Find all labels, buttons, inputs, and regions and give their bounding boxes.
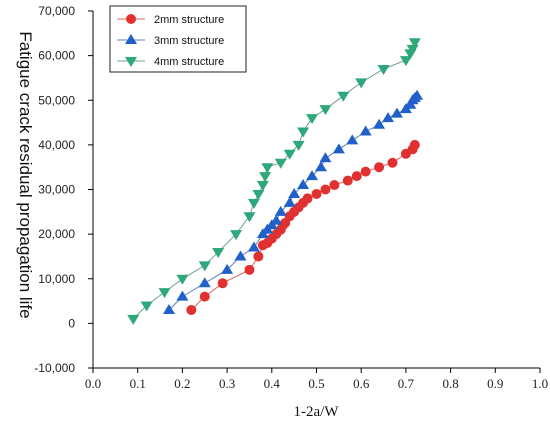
data-point	[127, 314, 140, 325]
data-point	[320, 184, 331, 195]
y-tick-label: 20,000	[38, 227, 75, 241]
series-layer	[127, 38, 424, 325]
data-point	[319, 152, 332, 163]
legend-marker	[125, 57, 137, 67]
y-tick-label: 30,000	[38, 183, 75, 197]
data-point	[212, 247, 225, 258]
data-point	[411, 89, 424, 100]
data-point	[342, 175, 353, 186]
data-point	[359, 125, 372, 136]
data-point	[292, 140, 305, 151]
x-tick-label: 0.6	[353, 376, 370, 391]
data-point	[283, 149, 296, 160]
data-point	[374, 162, 385, 173]
data-point	[252, 189, 265, 200]
legend-marker	[125, 34, 137, 44]
data-point	[399, 56, 412, 67]
data-point	[406, 44, 419, 55]
data-point	[176, 290, 189, 301]
data-point	[162, 303, 175, 314]
data-point	[329, 180, 340, 191]
data-point	[217, 278, 228, 289]
series-0	[186, 139, 420, 315]
series-1	[162, 89, 424, 314]
data-point	[198, 261, 211, 272]
data-point	[274, 158, 287, 169]
data-point	[337, 91, 350, 102]
data-point	[270, 214, 283, 225]
y-axis-title: Fatigue crack residual propagation life	[16, 31, 35, 318]
y-tick-label: 40,000	[38, 138, 75, 152]
legend: 2mm structure 3mm structure 4mm structure	[109, 5, 247, 73]
data-point	[158, 288, 171, 299]
data-point	[360, 166, 371, 177]
data-point	[274, 205, 287, 216]
data-point	[306, 170, 319, 181]
data-point	[261, 163, 274, 174]
data-point	[311, 188, 322, 199]
x-tick-label: 0.5	[308, 376, 324, 391]
data-point	[346, 134, 359, 145]
data-point	[302, 193, 313, 204]
x-tick-label: 0.9	[487, 376, 503, 391]
data-point	[140, 301, 153, 312]
data-point	[306, 114, 319, 125]
data-point	[319, 105, 332, 116]
x-tick-label: 0.2	[174, 376, 190, 391]
data-point	[221, 263, 234, 274]
x-tick-label: 0.0	[85, 376, 101, 391]
data-point	[390, 107, 403, 118]
data-point	[243, 212, 256, 223]
series-2	[127, 38, 421, 325]
x-tick-label: 1.0	[532, 376, 548, 391]
data-point	[297, 179, 310, 190]
data-point	[408, 38, 421, 49]
y-tick-label: 10,000	[38, 272, 75, 286]
x-axis-title: 1-2a/W	[294, 404, 340, 420]
data-point	[332, 143, 345, 154]
data-point	[253, 251, 264, 262]
data-point	[230, 230, 243, 241]
data-point	[244, 264, 255, 275]
x-ticks: 0.0 0.1 0.2 0.3 0.4 0.5 0.6 0.7 0.8 0.9 1.0	[85, 368, 548, 391]
data-point	[377, 65, 390, 76]
y-tick-label: 0	[68, 316, 75, 330]
legend-label: 4mm structure	[154, 56, 224, 68]
y-ticks: -10,000 0 10,000 20,000 30,000 40,000 50,000 60…	[34, 4, 93, 375]
data-point	[256, 181, 269, 192]
legend-label: 3mm structure	[154, 35, 224, 47]
x-tick-label: 0.8	[442, 376, 458, 391]
legend-marker	[126, 14, 136, 24]
x-tick-label: 0.3	[219, 376, 235, 391]
data-point	[314, 161, 327, 172]
data-point	[234, 250, 247, 261]
data-point	[382, 112, 395, 123]
data-point	[176, 274, 189, 285]
x-tick-label: 0.7	[398, 376, 415, 391]
series-line	[132, 42, 416, 320]
data-point	[373, 118, 386, 129]
data-point	[351, 171, 362, 182]
data-point	[199, 291, 210, 302]
data-point	[283, 196, 296, 207]
y-tick-label: 60,000	[38, 49, 75, 63]
y-tick-label: -10,000	[34, 361, 75, 375]
data-point	[409, 139, 420, 150]
data-point	[297, 127, 310, 138]
data-point	[198, 277, 211, 288]
y-tick-label: 50,000	[38, 93, 75, 107]
data-point	[247, 198, 260, 209]
data-point	[259, 172, 272, 183]
data-point	[186, 304, 197, 315]
data-point	[247, 241, 260, 252]
x-tick-label: 0.1	[130, 376, 146, 391]
data-point	[288, 187, 301, 198]
legend-label: 2mm structure	[154, 14, 224, 26]
x-tick-label: 0.4	[264, 376, 281, 391]
data-point	[387, 157, 398, 168]
data-point	[355, 78, 368, 89]
y-tick-label: 70,000	[38, 4, 75, 18]
